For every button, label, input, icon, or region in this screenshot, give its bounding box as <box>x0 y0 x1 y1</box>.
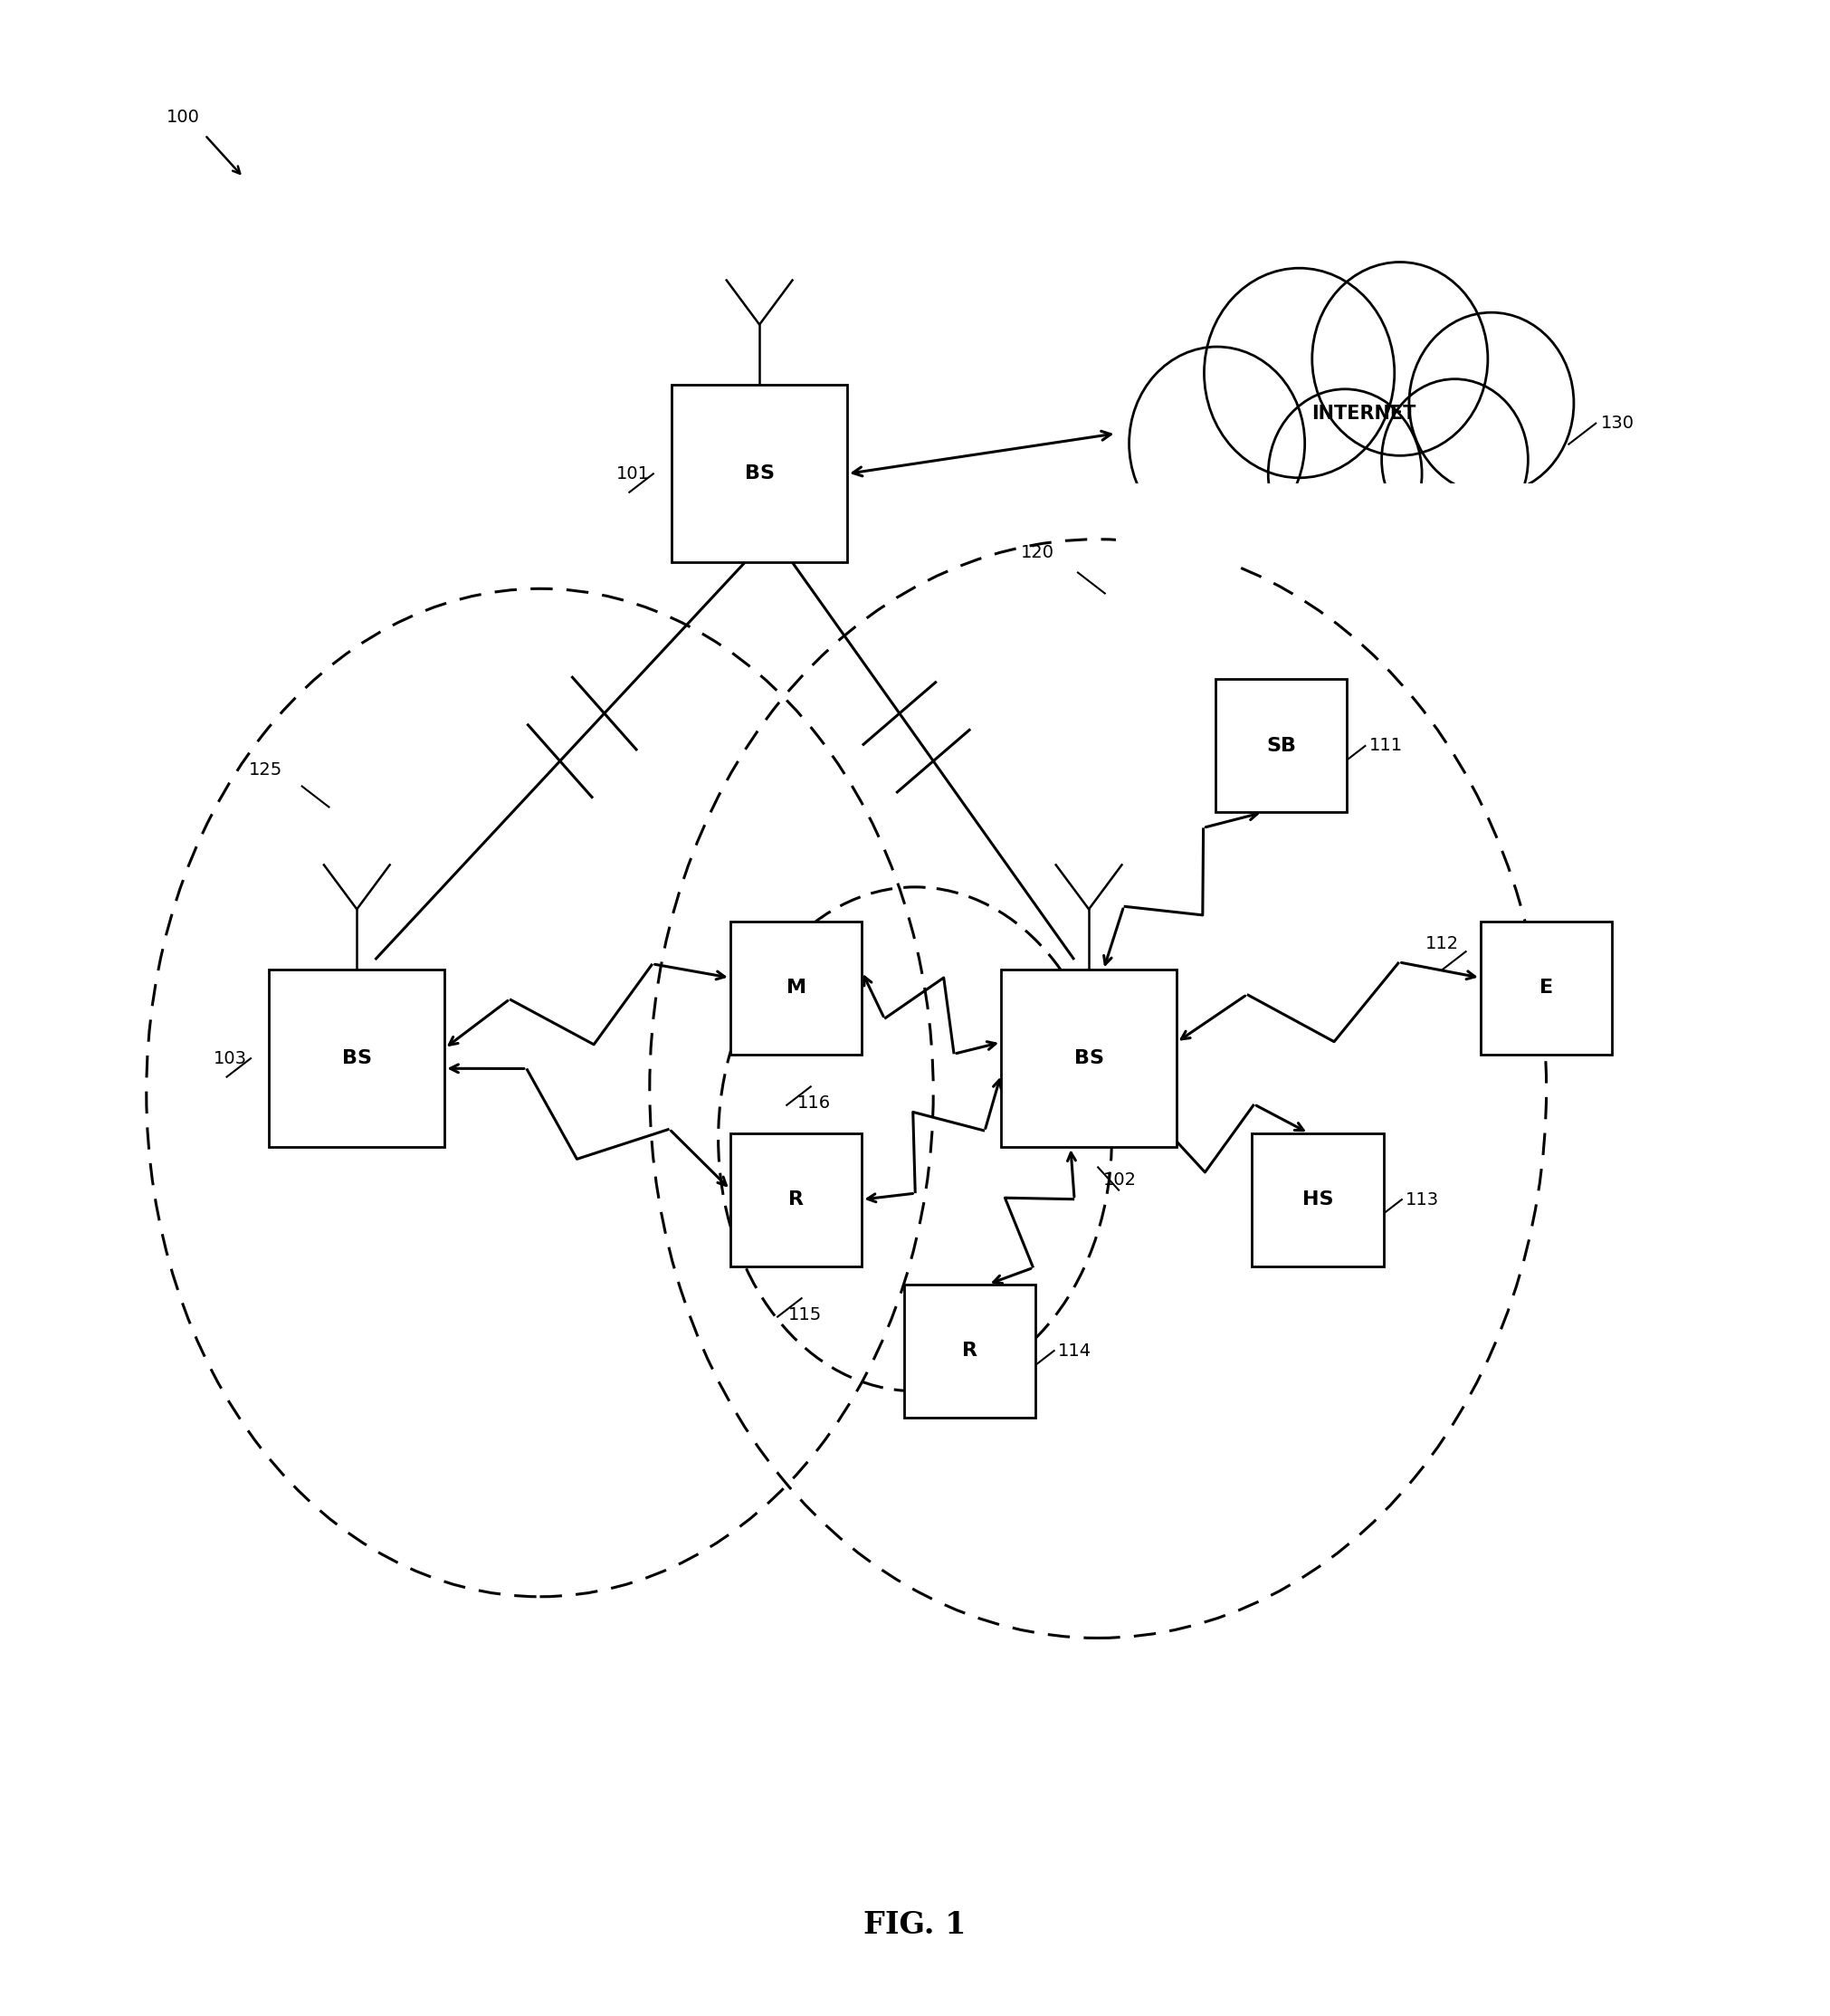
Text: BS: BS <box>342 1050 371 1066</box>
Text: 115: 115 <box>789 1306 822 1325</box>
Text: 101: 101 <box>617 466 650 482</box>
Text: M: M <box>787 980 805 996</box>
Text: 102: 102 <box>1103 1171 1136 1189</box>
FancyBboxPatch shape <box>730 1133 862 1266</box>
FancyBboxPatch shape <box>1001 970 1177 1147</box>
FancyBboxPatch shape <box>1252 1133 1383 1266</box>
Text: R: R <box>789 1191 803 1208</box>
FancyBboxPatch shape <box>1215 679 1347 812</box>
Text: SB: SB <box>1266 738 1296 754</box>
Circle shape <box>1409 312 1574 494</box>
Text: 130: 130 <box>1601 415 1634 431</box>
Text: BS: BS <box>1074 1050 1103 1066</box>
Text: 125: 125 <box>249 762 282 778</box>
FancyBboxPatch shape <box>730 921 862 1054</box>
FancyBboxPatch shape <box>1116 484 1592 564</box>
Text: BS: BS <box>745 466 774 482</box>
Circle shape <box>1268 389 1422 558</box>
Text: 116: 116 <box>798 1095 831 1113</box>
Text: 120: 120 <box>1021 544 1054 560</box>
Text: 111: 111 <box>1369 738 1402 754</box>
Circle shape <box>1204 268 1394 478</box>
Circle shape <box>1129 347 1305 540</box>
Text: HS: HS <box>1301 1191 1334 1208</box>
FancyBboxPatch shape <box>269 970 445 1147</box>
Text: 112: 112 <box>1426 935 1459 952</box>
FancyBboxPatch shape <box>1480 921 1612 1054</box>
Circle shape <box>1312 262 1488 456</box>
Text: FIG. 1: FIG. 1 <box>864 1911 966 1939</box>
Text: 113: 113 <box>1405 1191 1438 1208</box>
Text: INTERNET: INTERNET <box>1310 405 1416 421</box>
FancyBboxPatch shape <box>904 1284 1036 1417</box>
Text: E: E <box>1539 980 1554 996</box>
Text: 114: 114 <box>1058 1343 1091 1359</box>
Text: 103: 103 <box>214 1050 247 1066</box>
FancyBboxPatch shape <box>672 385 847 562</box>
Circle shape <box>1382 379 1528 540</box>
Text: 100: 100 <box>167 109 199 125</box>
Text: R: R <box>963 1343 977 1359</box>
